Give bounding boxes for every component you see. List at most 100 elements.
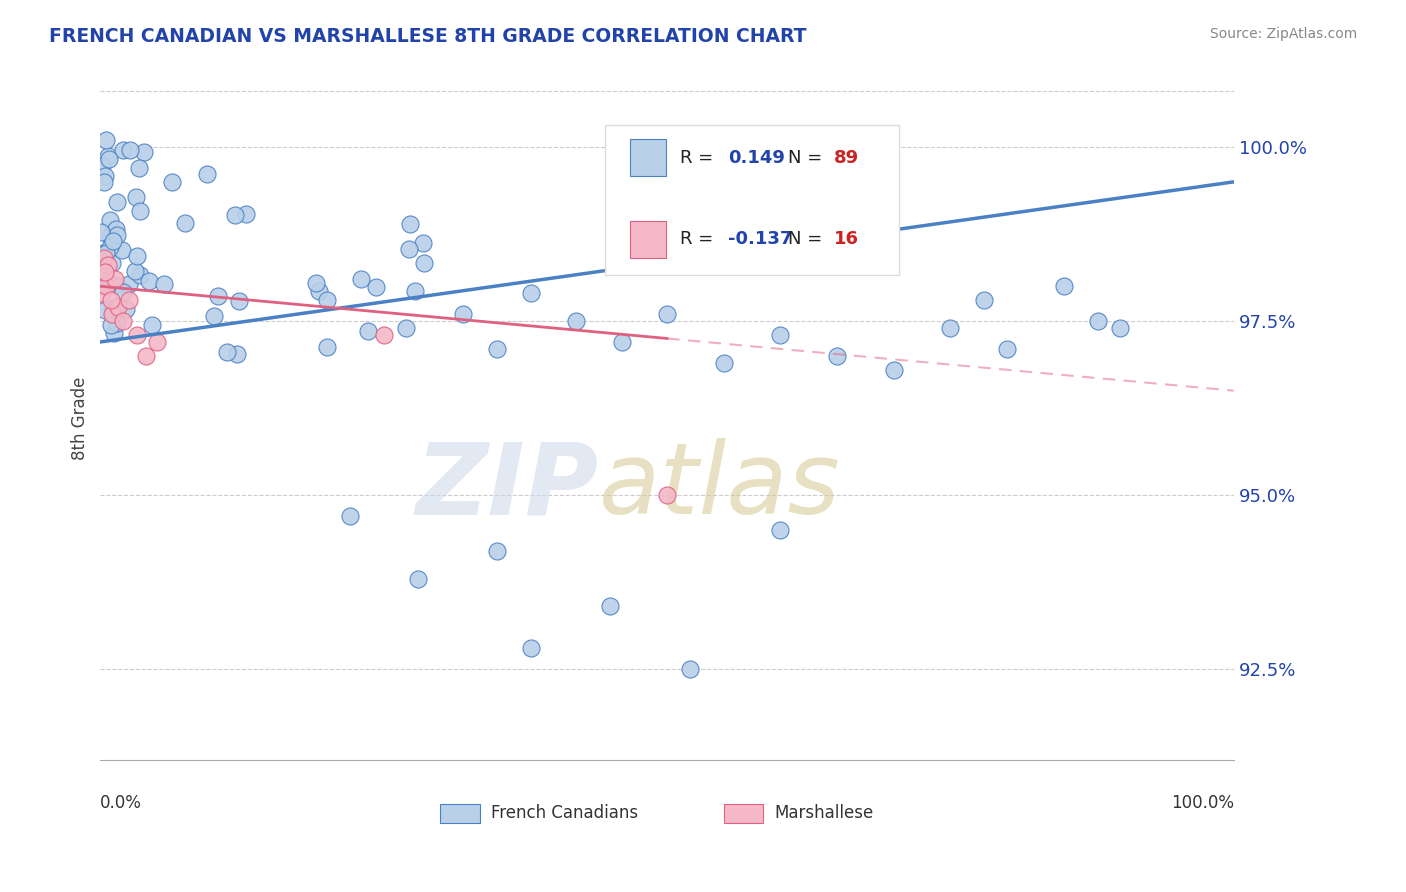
Point: [412, 236, 434, 251]
Point: [94, 246, 117, 260]
Point: [339, 508, 361, 523]
Point: [111, 285, 134, 299]
Point: [769, 523, 792, 537]
Text: 16: 16: [834, 230, 859, 249]
Point: [105, 227, 128, 242]
Point: [1053, 279, 1076, 293]
Point: [107, 194, 129, 209]
Point: [94, 265, 117, 279]
Point: [94, 279, 117, 293]
Point: [195, 167, 218, 181]
Point: [451, 307, 474, 321]
Point: [1109, 321, 1132, 335]
Point: [98, 152, 121, 166]
Point: [94, 169, 117, 183]
Point: [141, 318, 163, 333]
Point: [520, 641, 543, 656]
Point: [104, 300, 127, 314]
Point: [350, 272, 373, 286]
Point: [146, 334, 169, 349]
Point: [305, 276, 328, 290]
Point: [105, 222, 128, 236]
Point: [395, 321, 418, 335]
Text: R =: R =: [679, 149, 718, 167]
Point: [134, 145, 156, 159]
Point: [769, 328, 792, 343]
Text: FRENCH CANADIAN VS MARSHALLESE 8TH GRADE CORRELATION CHART: FRENCH CANADIAN VS MARSHALLESE 8TH GRADE…: [49, 27, 807, 45]
Point: [825, 349, 848, 363]
Point: [599, 599, 621, 614]
Point: [101, 234, 124, 248]
Point: [111, 314, 134, 328]
Point: [93, 252, 115, 266]
Bar: [440, 804, 479, 823]
Point: [91, 159, 114, 173]
Point: [111, 244, 134, 258]
Point: [316, 340, 339, 354]
Point: [127, 249, 149, 263]
Point: [1087, 314, 1109, 328]
Text: atlas: atlas: [599, 438, 841, 535]
Point: [883, 363, 905, 377]
Y-axis label: 8th Grade: 8th Grade: [72, 376, 89, 460]
Text: ZIP: ZIP: [416, 438, 599, 535]
Point: [97, 259, 120, 273]
Point: [202, 309, 225, 323]
Point: [995, 342, 1018, 356]
Point: [207, 289, 229, 303]
Point: [103, 326, 125, 340]
Point: [128, 203, 150, 218]
Point: [97, 149, 120, 163]
Point: [91, 245, 114, 260]
Text: 89: 89: [834, 149, 859, 167]
Text: 0.149: 0.149: [728, 149, 785, 167]
Text: Marshallese: Marshallese: [775, 805, 875, 822]
Point: [118, 293, 141, 308]
Point: [91, 263, 114, 277]
Point: [93, 175, 115, 189]
Point: [939, 321, 962, 335]
Text: N =: N =: [789, 149, 828, 167]
Point: [98, 213, 121, 227]
Point: [160, 175, 183, 189]
Text: 0.0%: 0.0%: [100, 794, 142, 812]
Point: [225, 346, 247, 360]
Point: [610, 334, 633, 349]
Point: [565, 314, 588, 328]
Point: [713, 356, 735, 370]
Point: [91, 277, 114, 292]
Point: [101, 306, 124, 320]
Point: [174, 216, 197, 230]
Point: [228, 293, 250, 308]
Point: [413, 255, 436, 269]
Bar: [630, 139, 666, 177]
Point: [125, 189, 148, 203]
Point: [486, 543, 509, 558]
Point: [90, 226, 112, 240]
Bar: [724, 804, 763, 823]
Point: [114, 301, 136, 316]
Point: [104, 278, 127, 293]
Point: [104, 272, 127, 286]
Point: [973, 293, 995, 308]
Point: [138, 274, 160, 288]
Point: [404, 284, 426, 298]
Point: [316, 293, 339, 308]
Text: 100.0%: 100.0%: [1171, 794, 1234, 812]
Point: [406, 572, 429, 586]
Point: [235, 207, 257, 221]
Point: [91, 286, 114, 301]
Point: [217, 344, 239, 359]
Point: [107, 300, 129, 314]
Point: [153, 277, 176, 292]
Point: [90, 266, 112, 280]
FancyBboxPatch shape: [605, 125, 900, 276]
Point: [125, 328, 148, 343]
Point: [124, 264, 146, 278]
Point: [224, 208, 246, 222]
Point: [118, 277, 141, 291]
Point: [399, 217, 422, 231]
Point: [94, 133, 117, 147]
Text: N =: N =: [789, 230, 828, 249]
Bar: [630, 220, 666, 258]
